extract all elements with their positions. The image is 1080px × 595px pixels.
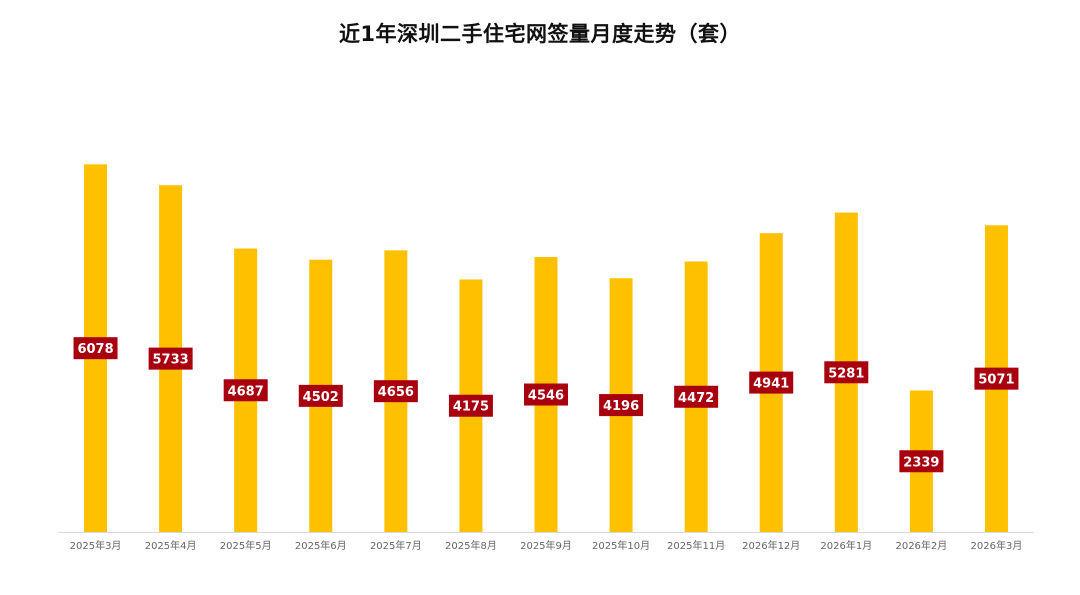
x-tick-label: 2026年1月 — [820, 539, 872, 552]
data-label-box — [148, 347, 193, 370]
x-tick-label: 2025年3月 — [70, 539, 122, 552]
data-label: 5733 — [148, 347, 193, 370]
data-label: 4546 — [524, 383, 568, 406]
data-label-box — [298, 384, 343, 407]
data-label: 4175 — [448, 394, 493, 417]
data-label-text: 2339 — [903, 455, 939, 470]
data-label-text: 4502 — [303, 390, 339, 405]
data-label-box — [73, 337, 118, 360]
data-label: 4502 — [298, 384, 343, 407]
x-tick-label: 2025年4月 — [145, 539, 197, 552]
data-label-text: 5071 — [978, 373, 1014, 388]
chart-title: 近1年深圳二手住宅网签量月度走势（套） — [338, 22, 742, 46]
x-tick-label: 2025年10月 — [592, 539, 650, 552]
data-label: 4656 — [373, 380, 418, 403]
x-tick-label: 2026年3月 — [971, 539, 1023, 552]
x-tick-label: 2026年12月 — [742, 539, 800, 552]
data-label-box — [974, 367, 1019, 390]
data-label: 6078 — [73, 337, 118, 360]
data-label-text: 6078 — [77, 342, 113, 357]
x-tick-label: 2025年8月 — [445, 539, 497, 552]
data-label: 5281 — [824, 361, 869, 384]
data-label-text: 4196 — [603, 399, 639, 414]
data-label: 4687 — [223, 379, 268, 402]
data-label: 2339 — [899, 450, 944, 473]
data-label-text: 4656 — [378, 385, 414, 400]
data-label-box — [448, 394, 493, 417]
data-label-text: 5733 — [153, 353, 189, 368]
data-label-box — [373, 380, 418, 403]
data-label-box — [223, 379, 268, 402]
x-tick-label: 2025年6月 — [295, 539, 347, 552]
data-label-text: 4941 — [753, 377, 789, 392]
data-label: 4941 — [749, 371, 794, 394]
data-label-text: 4175 — [453, 400, 489, 415]
x-tick-labels: 2025年3月 2025年4月 2025年5月 2025年6月 2025年7月 2025年… — [70, 539, 1023, 552]
data-labels: 6078 5733 4687 4502 4656 4175 4546 4196 4472 4941… — [73, 337, 1019, 473]
data-label-box — [824, 361, 869, 384]
x-tick-label: 2025年11月 — [667, 539, 725, 552]
bars-layer — [84, 164, 1008, 533]
data-label: 5071 — [974, 367, 1019, 390]
x-tick-label: 2025年7月 — [370, 539, 422, 552]
data-label: 4472 — [674, 385, 719, 408]
x-tick-label: 2026年2月 — [895, 539, 947, 552]
data-label-text: 4687 — [228, 384, 264, 399]
data-label-box — [749, 371, 794, 394]
data-label: 4196 — [599, 394, 644, 417]
data-label-box — [899, 450, 944, 473]
x-tick-label: 2025年9月 — [520, 539, 572, 552]
data-label-box — [674, 385, 719, 408]
data-label-box — [599, 394, 644, 417]
data-label-box — [524, 383, 568, 406]
x-tick-label: 2025年5月 — [220, 539, 272, 552]
data-label-text: 4546 — [528, 389, 564, 404]
data-label-text: 5281 — [828, 366, 864, 381]
data-label-text: 4472 — [678, 391, 714, 406]
